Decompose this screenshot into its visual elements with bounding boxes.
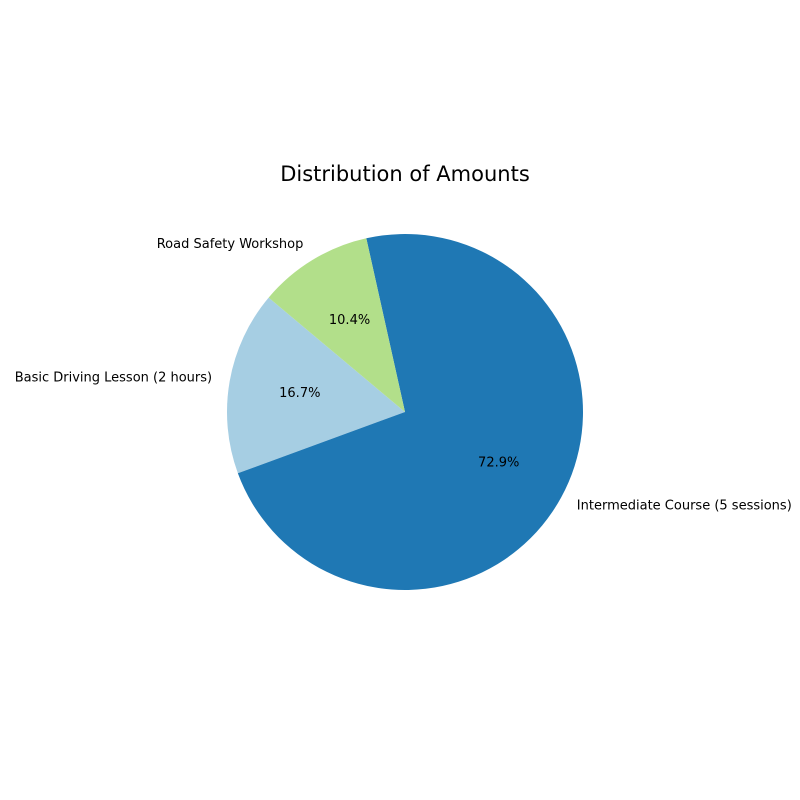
pie-percent-label-road-safety-workshop: 10.4% <box>329 313 370 328</box>
pie-category-label-intermediate-course-5-sessions: Intermediate Course (5 sessions) <box>577 498 792 513</box>
pie-slice-basic-driving-lesson-2-hours <box>227 297 405 474</box>
pie-slice-road-safety-workshop <box>268 238 405 412</box>
pie-category-label-road-safety-workshop: Road Safety Workshop <box>157 237 304 252</box>
pie-labels: 16.7% Basic Driving Lesson (2 hours) 72.9%… <box>15 237 792 513</box>
pie-slice-intermediate-course-5-sessions <box>237 233 583 590</box>
pie-percent-label-basic-driving-lesson-2-hours: 16.7% <box>279 386 320 401</box>
pie-category-label-basic-driving-lesson-2-hours: Basic Driving Lesson (2 hours) <box>15 371 212 386</box>
pie-slices <box>227 233 583 590</box>
chart-title: Distribution of Amounts <box>280 162 530 186</box>
pie-percent-label-intermediate-course-5-sessions: 72.9% <box>478 456 519 471</box>
